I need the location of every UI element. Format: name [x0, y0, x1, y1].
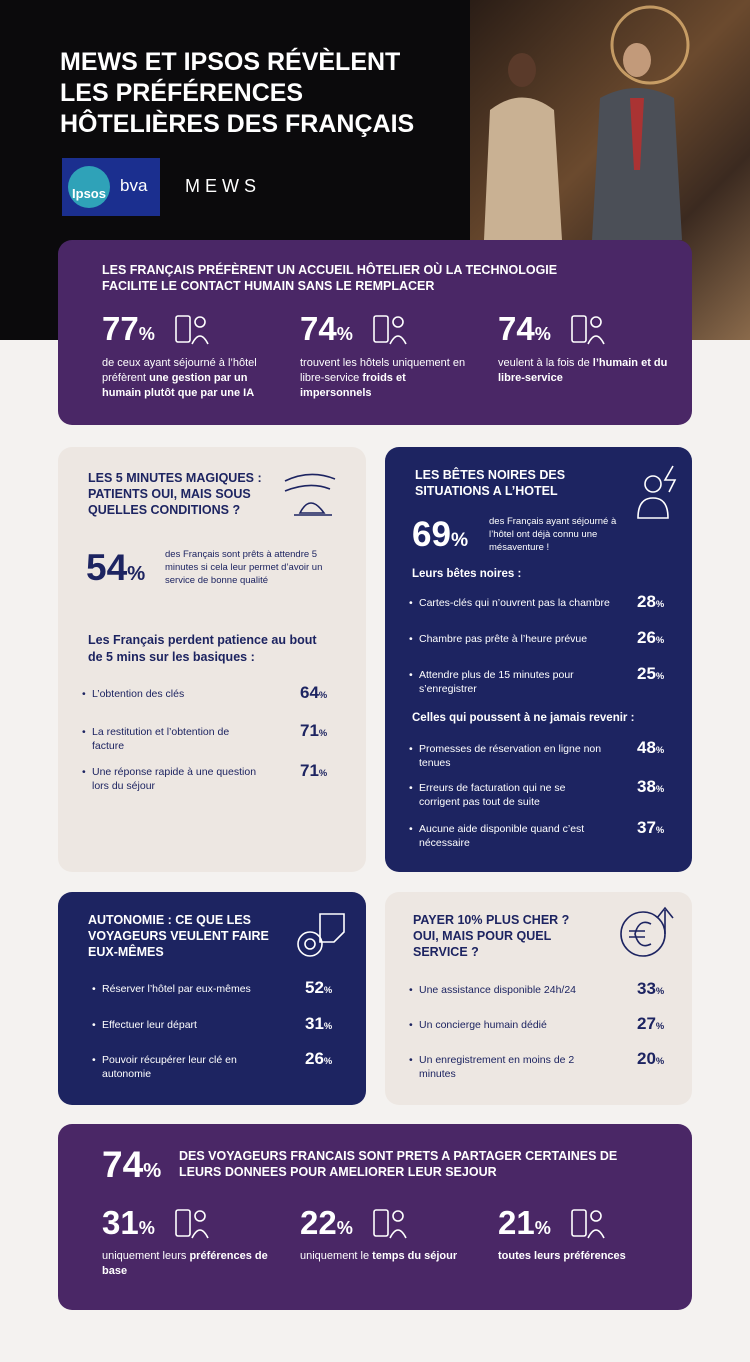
list-item-label: Cartes-clés qui n’ouvrent pas la chambre — [409, 596, 619, 610]
list-item-value: 52% — [305, 978, 333, 997]
stat-icon — [571, 315, 605, 345]
list-item-value: 48% — [637, 738, 665, 757]
stat-text-bold: froids et impersonnels — [300, 372, 406, 399]
stat-value: 21% — [498, 1204, 551, 1241]
ipsos-logo: Ipsos bva — [62, 158, 160, 216]
stat-text-part: uniquement le — [300, 1250, 373, 1262]
group-title: Celles qui poussent à ne jamais revenir … — [412, 712, 635, 724]
minutes-card: LES 5 MINUTES MAGIQUES : PATIENTS OUI, M… — [58, 447, 366, 872]
minutes-subheading: Les Français perdent patience au bout de… — [88, 633, 317, 664]
premium-card: PAYER 10% PLUS CHER ? OUI, MAIS POUR QUE… — [385, 892, 692, 1105]
stat-text-part: de ceux ayant séjourné à l’hôtel préfère… — [102, 357, 257, 384]
stat-text-bold: l’humain et du libre-service — [498, 357, 668, 384]
list-item-label: Réserver l’hôtel par eux-mêmes — [92, 982, 272, 996]
list-item-value: 38% — [637, 777, 665, 796]
list-item-value: 27% — [637, 1014, 665, 1033]
list-item-label: Un concierge humain dédié — [409, 1018, 589, 1032]
stat-value: 77% — [102, 310, 155, 347]
stat-value: 22% — [300, 1204, 353, 1241]
intro-card: LES FRANÇAIS PRÉFÈRENT UN ACCUEIL HÔTELI… — [58, 240, 692, 425]
stat-value: 74% — [300, 310, 353, 347]
list-item-label: Pouvoir récupérer leur clé en autonomie — [92, 1053, 272, 1081]
person-icon — [637, 465, 677, 519]
stat-text: trouvent les hôtels uniquement en libre-… — [300, 356, 478, 401]
list-item-label: Attendre plus de 15 minutes pour s’enreg… — [409, 668, 619, 696]
list-item-label: Promesses de réservation en ligne non te… — [409, 742, 609, 770]
list-item-value: 20% — [637, 1049, 665, 1068]
stat-icon — [373, 315, 407, 345]
stat-icon — [175, 1209, 209, 1239]
logo-bva: bva — [120, 176, 148, 195]
stat-text-bold: temps du séjour — [372, 1250, 458, 1262]
list-item-label: Un enregistrement en moins de 2 minutes — [409, 1053, 589, 1081]
list-item-value: 71% — [300, 761, 328, 780]
irritants-stat-value: 69% — [412, 515, 469, 554]
list-item-value: 26% — [305, 1049, 333, 1068]
list-item-value: 33% — [637, 979, 665, 998]
stat-icon — [175, 315, 209, 345]
autonomy-card: AUTONOMIE : CE QUE LES VOYAGEURS VEULENT… — [58, 892, 366, 1105]
euro-icon — [620, 906, 674, 957]
title-line: MEWS ET IPSOS RÉVÈLENT — [60, 48, 401, 76]
title-line: HÔTELIÈRES DES FRANÇAIS — [60, 110, 415, 138]
stat-text: veulent à la fois de l’humain et du libr… — [498, 356, 676, 386]
intro-heading: LES FRANÇAIS PRÉFÈRENT UN ACCUEIL HÔTELI… — [102, 263, 558, 293]
logo-ipsos: Ipsos — [68, 166, 110, 208]
sharing-card: 74% DES VOYAGEURS FRANCAIS SONT PRETS A … — [58, 1124, 692, 1310]
irritants-card: LES BÊTES NOIRES DES SITUATIONS A L’HOTE… — [385, 447, 692, 872]
list-item-label: Aucune aide disponible quand c’est néces… — [409, 822, 609, 850]
list-item-value: 64% — [300, 683, 328, 702]
group-title: Leurs bêtes noires : — [412, 568, 522, 580]
sharing-heading: DES VOYAGEURS FRANCAIS SONT PRETS A PART… — [179, 1149, 618, 1179]
stat-text: de ceux ayant séjourné à l’hôtel préfère… — [102, 356, 280, 401]
stat-text: uniquement le temps du séjour — [300, 1249, 478, 1264]
stat-text: toutes leurs préférences — [498, 1249, 676, 1264]
list-item-value: 26% — [637, 628, 665, 647]
list-item-value: 28% — [637, 592, 665, 611]
list-item-label: Effectuer leur départ — [92, 1018, 272, 1032]
bell-icon — [284, 473, 336, 516]
stat-value: 74% — [498, 310, 551, 347]
stat-text-bold: toutes leurs préférences — [498, 1250, 626, 1262]
photo-figures — [484, 5, 690, 240]
list-item-value: 31% — [305, 1014, 333, 1033]
sharing-value: 74% — [102, 1144, 162, 1185]
stat-icon — [571, 1209, 605, 1239]
list-item-value: 37% — [637, 818, 665, 837]
title-line: LES PRÉFÉRENCES — [60, 79, 304, 107]
stat-text-part: uniquement leurs — [102, 1250, 190, 1262]
stat-icon — [373, 1209, 407, 1239]
premium-heading: PAYER 10% PLUS CHER ? OUI, MAIS POUR QUE… — [413, 913, 570, 959]
stat-text: uniquement leurs préférences de base — [102, 1249, 280, 1279]
list-item-label: Chambre pas prête à l’heure prévue — [409, 632, 619, 646]
list-item-label: L’obtention des clés — [82, 687, 262, 701]
minutes-stat-value: 54% — [86, 547, 146, 588]
list-item-label: La restitution et l’obtention de facture — [82, 725, 262, 753]
minutes-stat-text: des Français sont prêts à attendre 5 min… — [165, 549, 323, 586]
list-item-value: 71% — [300, 721, 328, 740]
stat-text-part: trouvent les hôtels uniquement en libre-… — [300, 357, 466, 384]
irritants-heading: LES BÊTES NOIRES DES SITUATIONS A L’HOTE… — [415, 468, 566, 498]
list-item-value: 25% — [637, 664, 665, 683]
minutes-heading: LES 5 MINUTES MAGIQUES : PATIENTS OUI, M… — [88, 471, 262, 517]
stat-text-bold: une gestion par un humain plutôt que par… — [102, 372, 255, 399]
stat-text-part: veulent à la fois de — [498, 357, 593, 369]
list-item-label: Erreurs de facturation qui ne se corrige… — [409, 781, 609, 809]
gear-hand-icon — [297, 913, 345, 957]
irritants-stat-text: des Français ayant séjourné à l’hôtel on… — [489, 516, 617, 553]
list-item-label: Une assistance disponible 24h/24 — [409, 983, 589, 997]
header-title: MEWS ET IPSOS RÉVÈLENT LES PRÉFÉRENCES H… — [60, 47, 414, 140]
stat-value: 31% — [102, 1204, 155, 1241]
autonomy-heading: AUTONOMIE : CE QUE LES VOYAGEURS VEULENT… — [88, 913, 269, 959]
logo-mews: MEWS — [185, 176, 261, 196]
stat-text-bold: préférences de base — [102, 1250, 268, 1277]
list-item-label: Une réponse rapide à une question lors d… — [82, 765, 262, 793]
